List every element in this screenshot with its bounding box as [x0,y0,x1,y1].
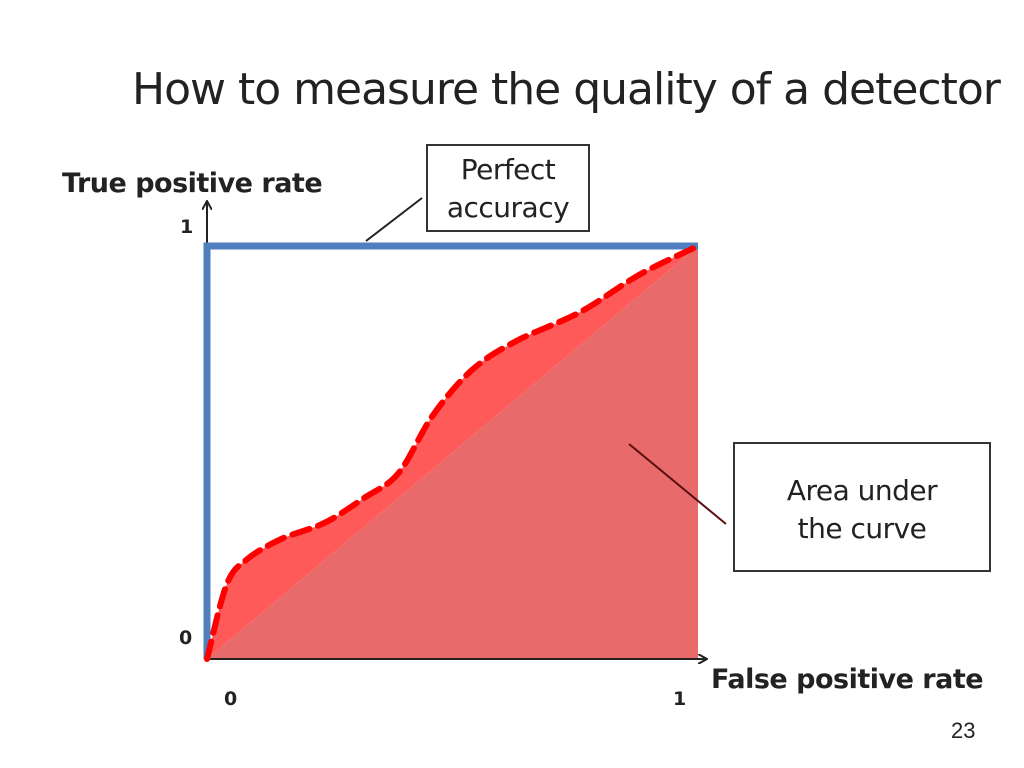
x-axis-label: False positive rate [711,664,984,695]
page-number: 23 [951,718,976,743]
auc-callout-line1: Area under [786,474,938,507]
perfect-callout-line2: accuracy [446,191,570,224]
auc-callout: Area under the curve [733,442,991,572]
slide-title: How to measure the quality of a detector [132,64,1001,115]
perfect-callout-line1: Perfect [460,153,556,186]
roc-curve-line [204,243,701,662]
y-tick-label-0: 0 [179,627,193,649]
y-tick-label-1: 1 [180,216,194,238]
auc-callout-line2: the curve [797,512,927,545]
x-tick-label-0: 0 [224,688,238,710]
perfect-callout-pointer [365,197,423,242]
auc-curve-area [207,246,698,659]
perfect-accuracy-callout: Perfect accuracy [426,144,590,232]
y-axis-label: True positive rate [62,168,323,199]
perfect-accuracy-line [203,242,698,659]
x-tick-label-1: 1 [673,688,687,710]
auc-callout-pointer [628,443,727,525]
